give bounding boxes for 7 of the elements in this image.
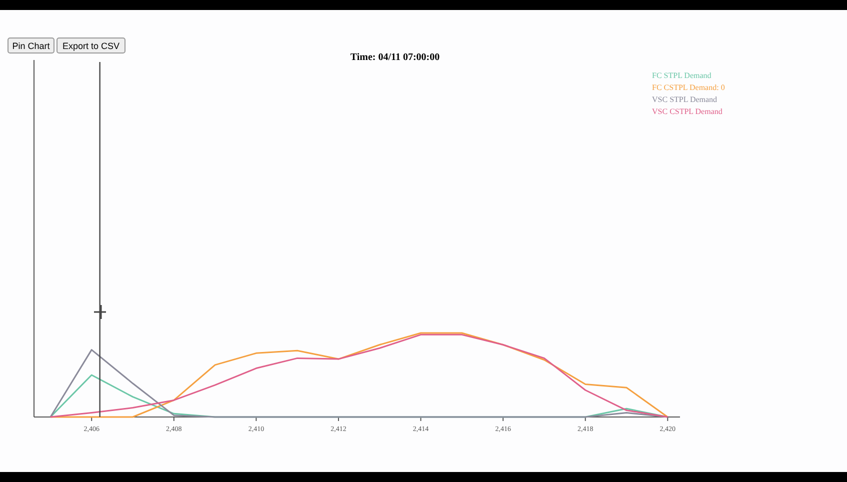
text: VSC STPL Demand xyxy=(652,95,718,104)
text: FC STPL Demand xyxy=(652,71,712,80)
text: VSC CSTPL Demand xyxy=(652,107,722,116)
button: Export to CSV xyxy=(56,38,126,54)
text: FC CSTPL Demand: 0 xyxy=(652,83,725,92)
button: Pin Chart xyxy=(8,38,54,54)
chart-title: Time: 04/11 07:00:00 xyxy=(350,52,440,63)
